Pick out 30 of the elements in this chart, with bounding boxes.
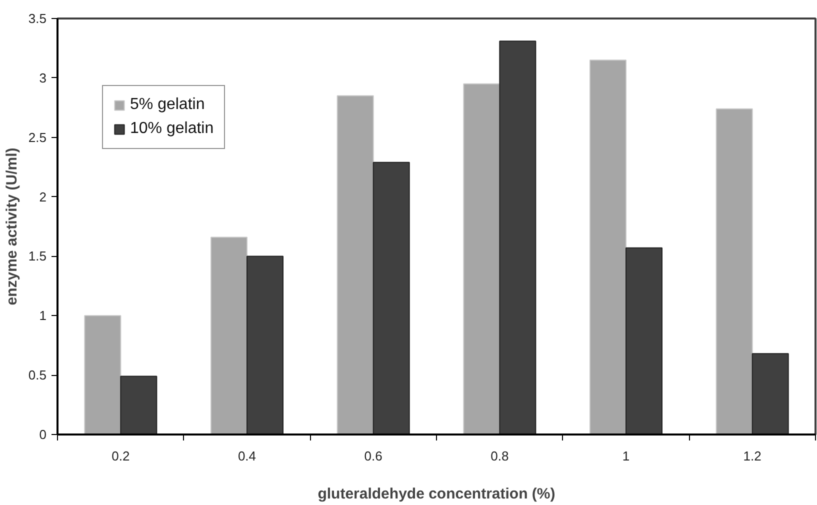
x-tick-label: 0.2 xyxy=(112,448,130,464)
x-axis-title: gluteraldehyde concentration (%) xyxy=(318,486,556,502)
y-tick-label: 1.5 xyxy=(28,248,47,264)
bar xyxy=(499,40,536,434)
y-tick-label: 2 xyxy=(39,189,47,204)
y-axis-title: enzyme activity (U/ml) xyxy=(3,148,20,306)
bar xyxy=(210,236,248,434)
bar xyxy=(372,162,410,434)
bar xyxy=(626,247,663,434)
legend-label: 10% gelatin xyxy=(130,120,214,138)
x-tick-label: 1.2 xyxy=(743,448,762,464)
x-tick-label: 0.8 xyxy=(490,448,509,464)
bar xyxy=(246,256,284,434)
y-tick-label: 0.5 xyxy=(28,368,47,383)
bar xyxy=(336,95,374,434)
bar xyxy=(84,315,122,434)
y-tick-label: 1 xyxy=(39,308,47,324)
bar xyxy=(463,83,500,434)
x-tick-label: 0.6 xyxy=(364,448,382,464)
y-tick-label: 2.5 xyxy=(28,130,47,145)
y-tick-label: 3.5 xyxy=(28,11,47,26)
bar xyxy=(589,60,626,434)
x-tick-label: 1 xyxy=(622,448,630,464)
bar xyxy=(752,353,789,434)
x-tick-label: 0.4 xyxy=(238,448,256,464)
y-tick-label: 0 xyxy=(39,427,47,442)
y-tick-label: 3 xyxy=(39,70,47,86)
bar xyxy=(120,376,158,434)
legend-label: 5% gelatin xyxy=(130,96,205,114)
bar xyxy=(716,108,753,434)
